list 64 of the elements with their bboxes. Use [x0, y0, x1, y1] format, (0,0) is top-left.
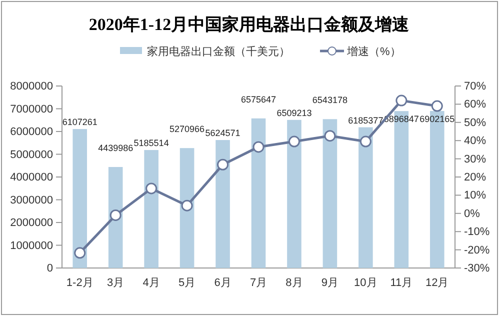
data-label: 4439986: [98, 142, 134, 153]
point: [252, 141, 264, 153]
y2-tick-label: 60%: [464, 98, 486, 111]
point: [181, 200, 193, 212]
data-label: 6107261: [62, 117, 98, 128]
point: [288, 136, 300, 148]
y2-tick-label: -30%: [464, 262, 490, 275]
bar: [216, 140, 230, 268]
y-tick-label: 5000000: [10, 148, 53, 161]
y2-tick-label: -20%: [464, 244, 490, 256]
bar: [144, 150, 158, 268]
bar: [287, 120, 302, 268]
point: [217, 158, 229, 170]
y2-tick-label: 30%: [464, 153, 486, 166]
legend-label: 增速（%）: [346, 45, 401, 58]
x-tick-label: 12月: [426, 276, 449, 289]
bar: [180, 148, 194, 268]
bar: [108, 166, 123, 268]
legend-label: 家用电器出口金额（千美元）: [147, 45, 290, 58]
y-tick-label: 7000000: [10, 103, 53, 116]
data-label: 6902165: [420, 114, 455, 124]
x-tick-label: 5月: [178, 276, 196, 289]
point: [431, 100, 443, 112]
y-tick-label: 2000000: [10, 217, 53, 230]
bar: [72, 129, 88, 268]
point: [360, 136, 372, 148]
data-label: 6575647: [240, 94, 276, 104]
data-label: 6509213: [276, 108, 312, 118]
x-tick-label: 6月: [214, 276, 232, 289]
y-tick-label: 1000000: [10, 240, 53, 252]
data-label: 6543178: [312, 95, 348, 106]
point: [324, 130, 336, 142]
y-tick-label: 3000000: [10, 194, 53, 206]
y2-tick-label: -10%: [464, 226, 490, 238]
y2-tick-label: 20%: [464, 172, 486, 184]
y-tick-label: 0: [46, 262, 53, 275]
y-tick-label: 8000000: [10, 80, 53, 93]
bar: [322, 119, 338, 268]
data-label: 5185514: [134, 138, 169, 148]
data-label: 5624571: [205, 128, 240, 138]
y2-tick-label: 40%: [464, 135, 486, 148]
y2-tick-label: 0%: [464, 208, 480, 220]
y-tick-label: 4000000: [10, 172, 53, 184]
point: [110, 209, 122, 221]
x-tick-label: 7月: [250, 276, 268, 289]
y-tick-label: 6000000: [10, 126, 53, 138]
x-tick-label: 11月: [390, 276, 413, 289]
x-tick-label: 9月: [321, 276, 339, 289]
y2-tick-label: 50%: [464, 116, 486, 129]
x-tick-label: 3月: [107, 276, 124, 289]
point: [396, 94, 408, 106]
data-label: 6185377: [348, 115, 384, 126]
y2-tick-label: 10%: [464, 190, 486, 202]
bar: [358, 127, 373, 268]
x-tick-label: 1-2月: [66, 276, 94, 289]
x-tick-label: 8月: [286, 276, 303, 289]
bar: [251, 118, 266, 268]
chart-title: 2020年1-12月中国家用电器出口金额及增速: [88, 15, 410, 34]
point: [146, 182, 158, 194]
data-label: 5270966: [170, 124, 205, 134]
x-tick-label: 4月: [142, 276, 160, 289]
y2-tick-label: 70%: [464, 80, 486, 93]
point: [74, 247, 86, 259]
x-tick-label: 10月: [354, 276, 378, 289]
